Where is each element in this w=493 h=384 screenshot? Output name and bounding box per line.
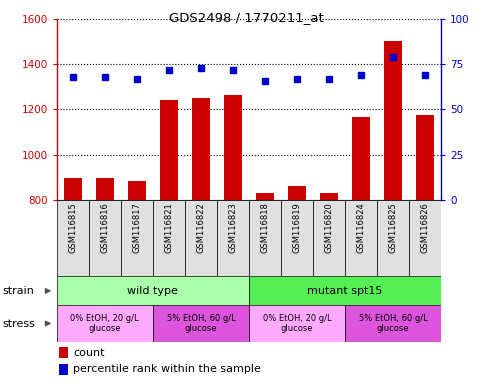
Text: GSM116824: GSM116824: [356, 202, 366, 253]
Text: GSM116825: GSM116825: [388, 202, 398, 253]
Text: GDS2498 / 1770211_at: GDS2498 / 1770211_at: [169, 12, 324, 25]
Text: GSM116820: GSM116820: [324, 202, 334, 253]
Bar: [313, 200, 345, 276]
Bar: [153, 305, 249, 342]
Text: GSM116826: GSM116826: [421, 202, 430, 253]
Bar: [121, 200, 153, 276]
Bar: [128, 180, 145, 380]
Bar: [320, 193, 338, 380]
Bar: [57, 200, 89, 276]
Bar: [249, 305, 345, 342]
Bar: [224, 95, 242, 380]
Text: mutant spt15: mutant spt15: [308, 286, 383, 296]
Text: stress: stress: [2, 318, 35, 329]
Bar: [64, 178, 81, 380]
Bar: [249, 276, 441, 305]
Text: strain: strain: [2, 286, 35, 296]
Bar: [409, 200, 441, 276]
Bar: [345, 305, 441, 342]
Text: 5% EtOH, 60 g/L
glucose: 5% EtOH, 60 g/L glucose: [359, 314, 427, 333]
Text: count: count: [73, 348, 105, 358]
Text: GSM116819: GSM116819: [292, 202, 302, 253]
Text: GSM116823: GSM116823: [228, 202, 238, 253]
Bar: [160, 101, 177, 380]
Text: GSM116816: GSM116816: [100, 202, 109, 253]
Bar: [281, 200, 313, 276]
Bar: [249, 200, 281, 276]
Bar: [352, 118, 370, 380]
Text: wild type: wild type: [127, 286, 178, 296]
Bar: [345, 200, 377, 276]
Bar: [96, 177, 113, 380]
Bar: [417, 115, 434, 380]
Text: GSM116817: GSM116817: [132, 202, 141, 253]
Bar: [57, 276, 249, 305]
Bar: [377, 200, 409, 276]
Bar: [288, 186, 306, 380]
Text: GSM116821: GSM116821: [164, 202, 174, 253]
Text: GSM116815: GSM116815: [68, 202, 77, 253]
Text: 5% EtOH, 60 g/L
glucose: 5% EtOH, 60 g/L glucose: [167, 314, 235, 333]
Text: percentile rank within the sample: percentile rank within the sample: [73, 364, 261, 374]
Bar: [153, 200, 185, 276]
Bar: [217, 200, 249, 276]
Bar: [57, 305, 153, 342]
Bar: [192, 98, 210, 380]
Bar: [385, 41, 402, 380]
Bar: [59, 364, 68, 375]
Bar: [89, 200, 121, 276]
Text: 0% EtOH, 20 g/L
glucose: 0% EtOH, 20 g/L glucose: [263, 314, 331, 333]
Text: 0% EtOH, 20 g/L
glucose: 0% EtOH, 20 g/L glucose: [70, 314, 139, 333]
Bar: [185, 200, 217, 276]
Text: GSM116818: GSM116818: [260, 202, 270, 253]
Bar: [59, 347, 68, 358]
Bar: [256, 193, 274, 380]
Text: GSM116822: GSM116822: [196, 202, 206, 253]
